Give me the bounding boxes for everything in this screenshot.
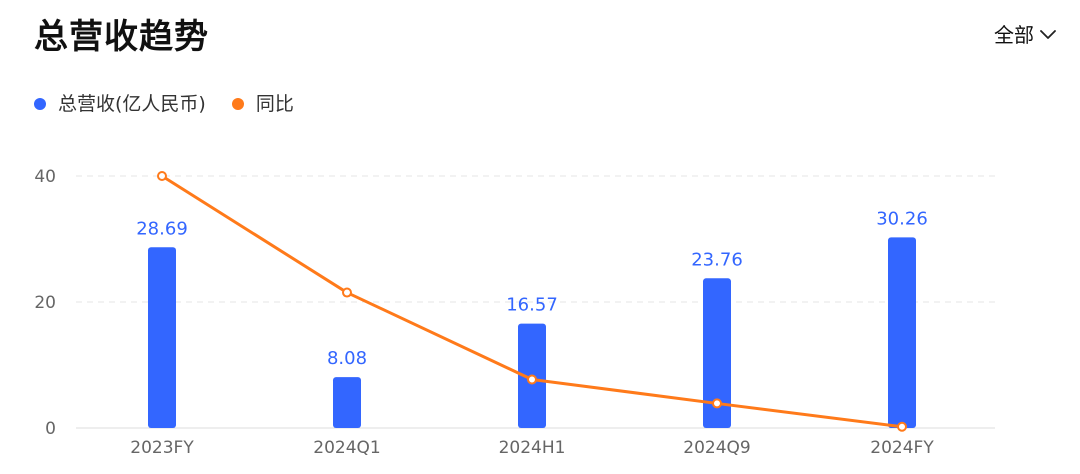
- bar-value-label: 16.57: [506, 295, 558, 316]
- revenue-bar[interactable]: [888, 237, 916, 428]
- legend-item-yoy[interactable]: 同比: [231, 90, 294, 118]
- legend-item-revenue[interactable]: 总营收(亿人民币): [34, 90, 206, 118]
- period-filter-label: 全部: [994, 23, 1034, 47]
- page-title: 总营收趋势: [34, 17, 209, 57]
- yoy-point[interactable]: [342, 287, 352, 298]
- legend-label-yoy: 同比: [255, 93, 294, 115]
- revenue-bar[interactable]: [333, 377, 361, 428]
- bar-value-label: 23.76: [691, 249, 743, 270]
- bar-value-label: 28.69: [136, 218, 188, 239]
- legend-dot-revenue: [34, 98, 46, 110]
- period-filter-dropdown[interactable]: 全部: [994, 20, 1056, 50]
- x-tick-label: 2024H1: [499, 438, 566, 458]
- yoy-point[interactable]: [712, 398, 722, 409]
- y-tick-label: 20: [34, 293, 56, 313]
- yoy-point[interactable]: [527, 374, 537, 385]
- x-tick-label: 2024Q9: [683, 438, 750, 458]
- bar-value-label: 8.08: [327, 348, 367, 369]
- y-tick-label: 40: [34, 167, 56, 187]
- legend-label-revenue: 总营收(亿人民币): [58, 93, 206, 115]
- chart-legend: 总营收(亿人民币) 同比: [34, 90, 294, 118]
- revenue-bar[interactable]: [148, 247, 176, 428]
- y-tick-label: 0: [45, 419, 56, 439]
- bar-value-label: 30.26: [876, 208, 928, 229]
- chevron-down-icon: [1040, 30, 1056, 39]
- x-tick-label: 2024FY: [870, 438, 934, 458]
- x-tick-label: 2024Q1: [313, 438, 380, 458]
- yoy-point[interactable]: [897, 421, 907, 432]
- yoy-point[interactable]: [157, 171, 167, 181]
- legend-dot-yoy: [231, 98, 244, 110]
- revenue-bar[interactable]: [703, 278, 731, 428]
- x-tick-label: 2023FY: [130, 438, 194, 458]
